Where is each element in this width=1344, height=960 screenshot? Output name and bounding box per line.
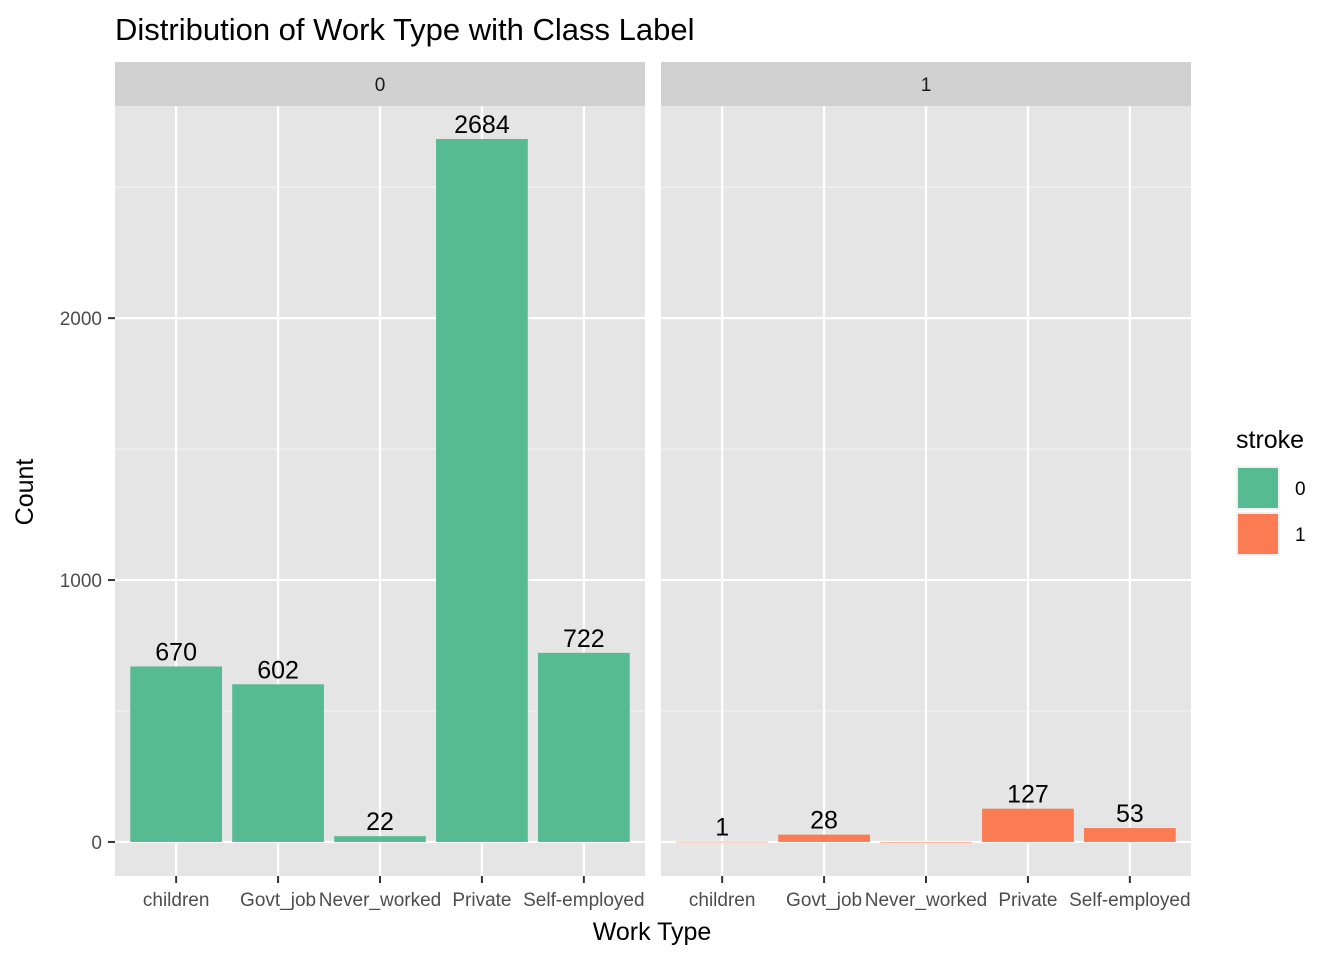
x-axis-title: Work Type	[593, 918, 712, 946]
y-tick-label: 1000	[60, 571, 102, 592]
data-label: 1	[715, 814, 729, 842]
x-tick-label: children	[143, 890, 210, 911]
legend-label: 1	[1295, 525, 1306, 546]
x-tick-label: Never_worked	[319, 890, 442, 911]
legend-key-swatch	[1238, 468, 1278, 508]
x-tick-label: Govt_job	[786, 890, 862, 911]
legend-title: stroke	[1236, 426, 1304, 454]
facet-strip-label: 0	[375, 75, 386, 96]
bar-Never_worked	[334, 836, 426, 842]
data-label: 127	[1007, 781, 1049, 809]
y-tick-label: 0	[91, 833, 102, 854]
y-tick-label: 2000	[60, 309, 102, 330]
data-label: 53	[1116, 800, 1144, 828]
data-label: 28	[810, 807, 838, 835]
legend-label: 0	[1295, 479, 1306, 500]
bar-children	[130, 666, 223, 842]
facet-strip	[661, 62, 1191, 106]
legend-key-swatch	[1238, 514, 1278, 554]
bar-Self-employed	[537, 652, 630, 842]
bar-Private	[436, 139, 528, 842]
x-tick-label: Never_worked	[865, 890, 988, 911]
y-axis-title: Count	[11, 459, 39, 526]
bar-Private	[982, 808, 1074, 842]
bar-Never_worked	[880, 841, 972, 843]
facet-strip	[115, 62, 645, 106]
data-label: 722	[563, 625, 605, 653]
x-tick-label: children	[689, 890, 756, 911]
x-tick-label: Private	[998, 890, 1057, 911]
data-label: 602	[257, 656, 299, 684]
y-axis: 0 1000 2000	[60, 309, 115, 854]
facet-strip-label: 1	[921, 75, 932, 96]
bar-Govt_job	[232, 684, 324, 842]
data-label: 2684	[454, 111, 510, 139]
chart-title: Distribution of Work Type with Class Lab…	[115, 12, 695, 47]
legend: stroke 0 1	[1236, 426, 1306, 556]
bar-children	[676, 841, 769, 843]
data-label: 22	[366, 808, 394, 836]
x-tick-label: Self-employed	[523, 890, 644, 911]
x-tick-label: Self-employed	[1069, 890, 1190, 911]
bar-Govt_job	[778, 834, 870, 842]
facet-panel-1: 1 1 28 127 53 children Govt_job Never_worked Pri…	[661, 62, 1191, 911]
x-tick-label: Govt_job	[240, 890, 316, 911]
bar-Self-employed	[1083, 828, 1176, 842]
facet-panel-0: 0 670 602 22 2684 722 children Govt_job Never_wo…	[115, 62, 645, 911]
x-tick-label: Private	[452, 890, 511, 911]
data-label: 670	[155, 638, 197, 666]
